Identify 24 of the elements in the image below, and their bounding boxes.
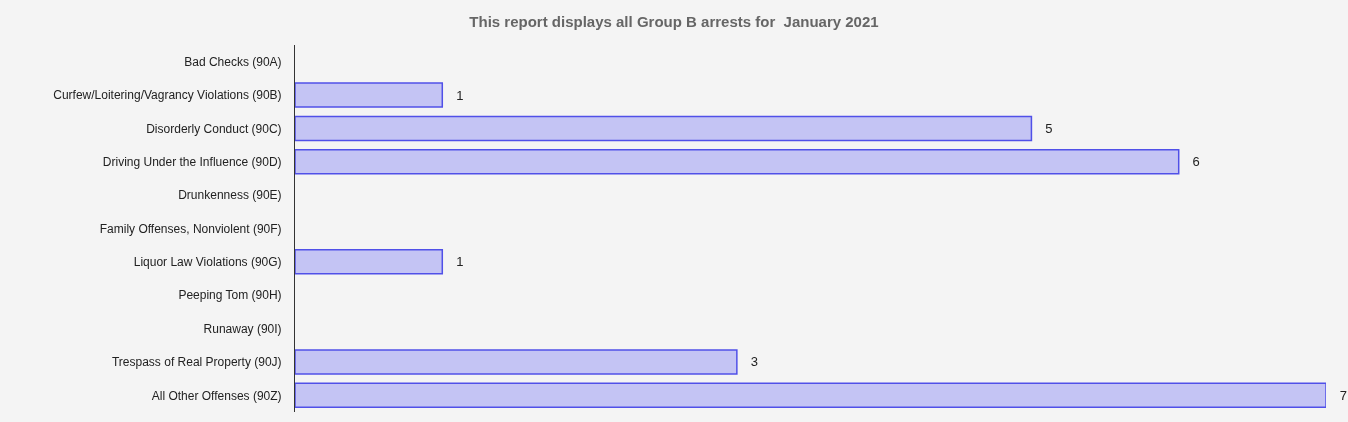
bar xyxy=(295,349,738,375)
y-tick-label: Bad Checks (90A) xyxy=(184,54,282,69)
data-label: 7 xyxy=(1329,387,1348,403)
y-tick-label: All Other Offenses (90Z) xyxy=(151,388,282,403)
y-tick-label: Curfew/Loitering/Vagrancy Violations (90B) xyxy=(53,88,282,103)
data-label: 5 xyxy=(1034,120,1053,136)
bar xyxy=(295,115,1033,142)
y-tick-label: Driving Under the Influence (90D) xyxy=(102,154,282,169)
chart-title: This report displays all Group B arrests for January 2021 xyxy=(469,13,879,31)
data-label: 1 xyxy=(445,87,464,103)
bar xyxy=(295,249,444,275)
bar xyxy=(295,82,444,108)
data-label: 3 xyxy=(739,354,758,370)
y-tick-label: Trespass of Real Property (90J) xyxy=(111,355,282,370)
y-tick-label: Family Offenses, Nonviolent (90F) xyxy=(99,221,282,236)
data-label: 6 xyxy=(1181,154,1200,170)
y-tick-label: Drunkenness (90E) xyxy=(178,188,282,203)
y-tick-label: Peeping Tom (90H) xyxy=(178,288,282,303)
y-tick-label: Disorderly Conduct (90C) xyxy=(146,121,282,136)
y-tick-label: Runaway (90I) xyxy=(203,321,282,336)
bar xyxy=(295,149,1180,175)
bar xyxy=(295,382,1326,409)
y-tick-label: Liquor Law Violations (90G) xyxy=(133,255,282,270)
data-label: 1 xyxy=(445,254,464,270)
